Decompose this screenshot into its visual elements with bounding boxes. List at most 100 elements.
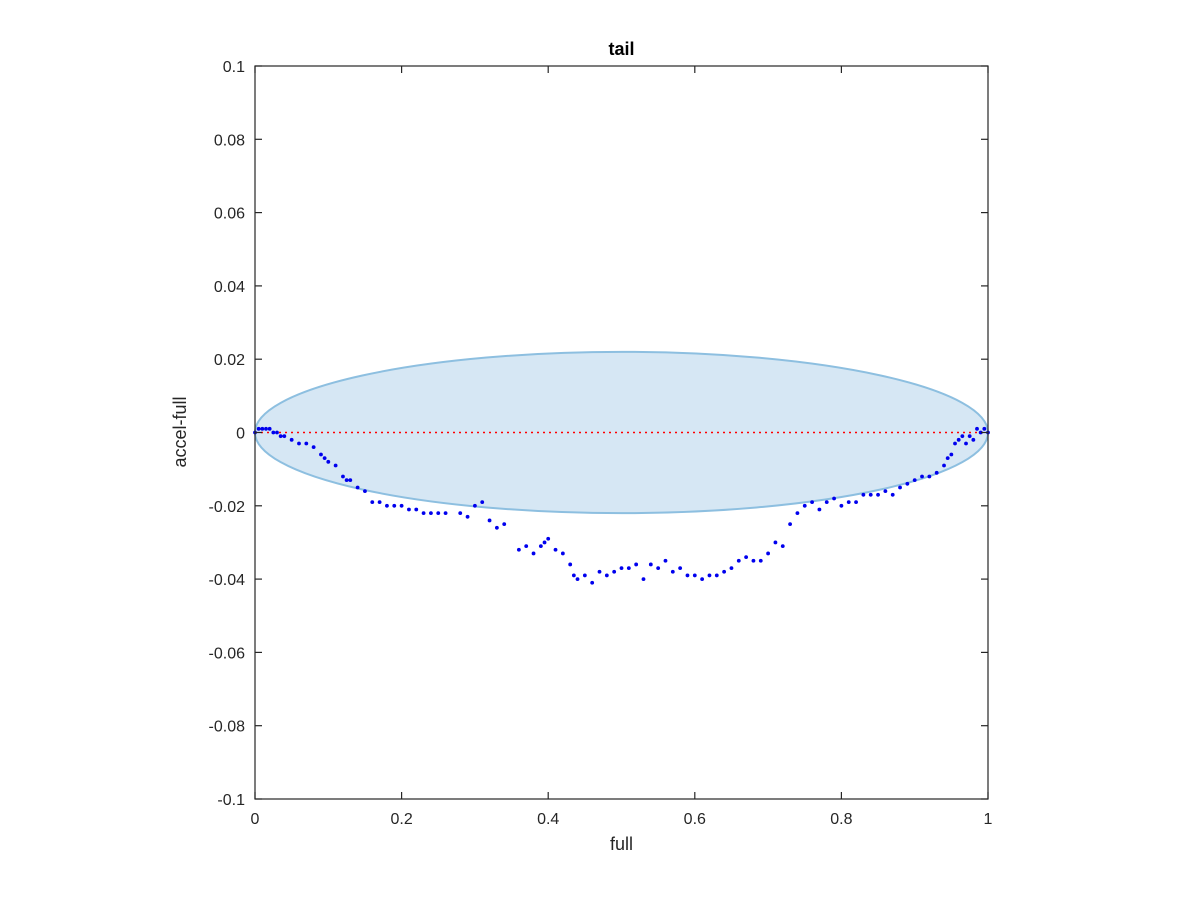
data-point-94 — [898, 485, 902, 490]
data-point-40 — [516, 547, 521, 552]
data-point-107 — [967, 434, 972, 439]
data-point-48 — [568, 562, 573, 567]
chart-title: tail — [608, 39, 634, 59]
data-point-55 — [612, 569, 617, 574]
data-point-80 — [795, 511, 800, 516]
data-point-27 — [407, 507, 411, 512]
x-tick-label: 0.8 — [830, 811, 852, 828]
y-tick-label: -0.08 — [209, 719, 246, 736]
data-point-106 — [964, 441, 968, 446]
data-point-6 — [275, 430, 279, 435]
data-point-97 — [920, 474, 924, 479]
data-point-70 — [722, 569, 727, 574]
data-point-83 — [817, 507, 822, 512]
data-point-1 — [256, 426, 261, 431]
y-tick-label: -0.06 — [209, 645, 246, 662]
data-point-26 — [399, 503, 404, 508]
y-tick-label: 0.1 — [223, 59, 245, 76]
data-point-111 — [982, 426, 987, 431]
data-point-31 — [436, 511, 441, 516]
data-point-20 — [355, 485, 360, 490]
data-point-68 — [707, 573, 712, 578]
data-point-78 — [780, 544, 785, 549]
data-point-44 — [542, 540, 547, 545]
data-point-59 — [641, 577, 646, 581]
data-point-49 — [571, 573, 576, 578]
data-point-99 — [934, 470, 939, 475]
data-point-22 — [370, 500, 375, 505]
data-point-51 — [582, 573, 587, 578]
data-point-12 — [311, 445, 316, 450]
data-point-90 — [868, 492, 873, 497]
data-point-43 — [538, 544, 543, 549]
data-point-5 — [271, 430, 276, 435]
y-tick-label: -0.04 — [209, 572, 246, 589]
data-point-33 — [458, 511, 463, 516]
data-point-32 — [443, 511, 448, 516]
y-tick-label: -0.02 — [209, 499, 246, 516]
data-point-109 — [975, 426, 979, 431]
data-point-38 — [494, 525, 499, 530]
data-point-87 — [846, 500, 851, 505]
data-point-108 — [971, 437, 976, 442]
data-point-72 — [736, 558, 741, 563]
y-tick-label: -0.1 — [217, 792, 245, 809]
data-point-95 — [905, 481, 910, 486]
data-point-19 — [348, 478, 353, 483]
y-axis-label: accel-full — [170, 396, 190, 467]
data-point-15 — [326, 459, 331, 464]
data-point-11 — [304, 441, 309, 446]
data-point-30 — [429, 511, 433, 516]
data-point-25 — [392, 503, 397, 508]
data-point-18 — [344, 478, 349, 483]
data-point-74 — [751, 558, 756, 563]
data-point-16 — [333, 463, 338, 468]
data-point-56 — [619, 566, 624, 571]
data-point-89 — [861, 492, 866, 497]
x-tick-label: 0.2 — [390, 811, 412, 828]
data-point-86 — [839, 503, 844, 508]
data-point-29 — [421, 511, 426, 516]
data-point-54 — [604, 573, 609, 578]
x-axis-label: full — [610, 834, 633, 854]
y-tick-label: 0.02 — [214, 352, 245, 369]
data-point-7 — [278, 434, 283, 439]
points-layer — [253, 426, 990, 585]
data-point-79 — [788, 522, 792, 527]
data-point-41 — [524, 544, 529, 549]
y-tick-label: 0.04 — [214, 279, 245, 296]
data-point-58 — [634, 562, 639, 567]
data-point-60 — [648, 562, 653, 567]
data-point-64 — [678, 566, 683, 571]
data-point-93 — [890, 492, 895, 497]
x-tick-label: 0.6 — [684, 811, 706, 828]
data-point-42 — [531, 551, 536, 556]
y-tick-label: 0.08 — [214, 132, 245, 149]
data-point-67 — [700, 577, 705, 581]
data-point-2 — [260, 426, 265, 431]
x-tick-label: 0 — [251, 811, 260, 828]
data-point-4 — [267, 426, 272, 431]
data-point-35 — [473, 503, 477, 508]
data-point-66 — [692, 573, 697, 578]
data-point-101 — [945, 456, 950, 461]
data-point-52 — [590, 580, 595, 585]
data-point-88 — [854, 500, 858, 505]
data-point-76 — [766, 551, 770, 556]
data-point-21 — [363, 489, 367, 494]
x-tick-label: 0.4 — [537, 811, 559, 828]
data-point-23 — [377, 500, 382, 505]
data-point-91 — [876, 492, 880, 497]
data-point-37 — [487, 518, 492, 523]
data-point-75 — [758, 558, 763, 563]
data-point-100 — [942, 463, 946, 468]
ticks-layer: 0 0.2 0.4 0.6 0.8 1 0.1 0.08 0.06 0.04 0.02 0 -0.02 -… — [209, 59, 993, 828]
data-point-10 — [297, 441, 301, 446]
y-tick-label: 0.06 — [214, 206, 245, 223]
data-point-36 — [480, 500, 485, 505]
data-point-13 — [319, 452, 323, 457]
data-point-92 — [883, 489, 888, 494]
x-tick-label: 1 — [984, 811, 993, 828]
data-point-77 — [773, 540, 778, 545]
data-point-14 — [322, 456, 327, 461]
